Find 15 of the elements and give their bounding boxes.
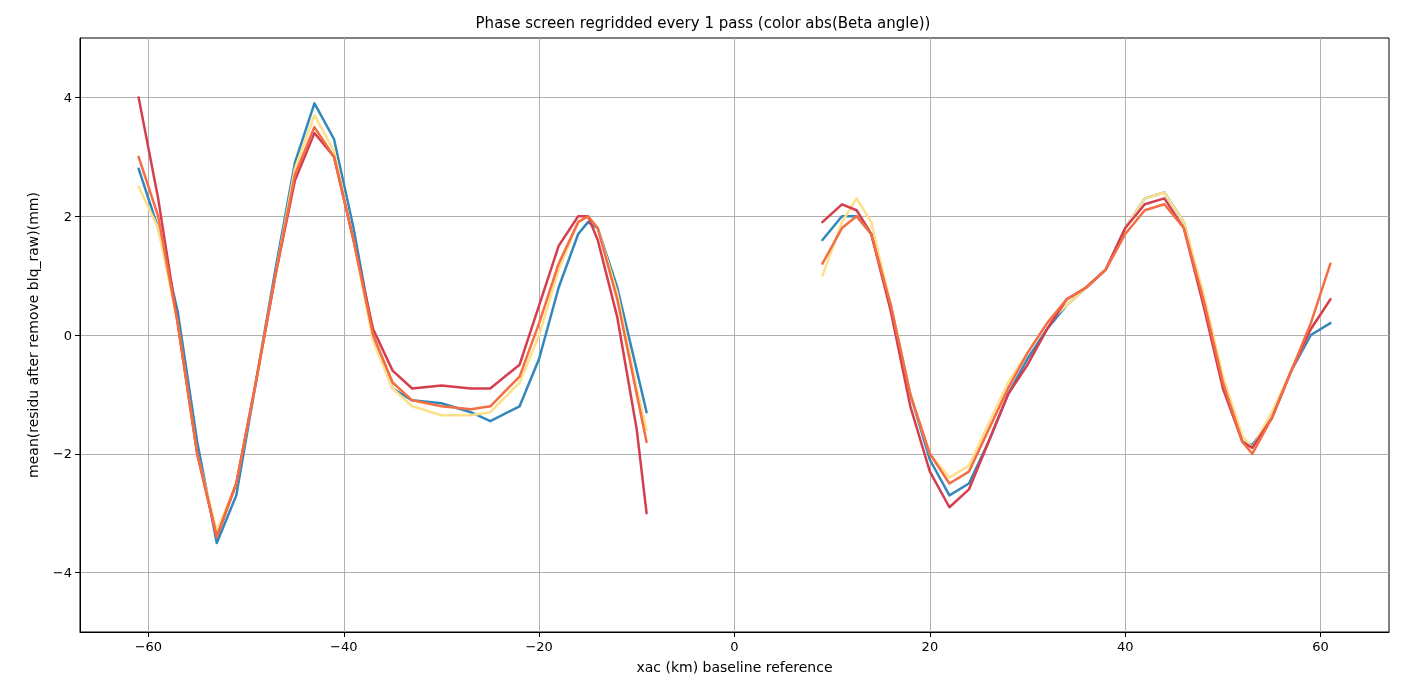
y-axis-title: mean(residu after remove blq_raw)(mm) [25, 192, 41, 478]
x-axis-title: xac (km) baseline reference [636, 659, 833, 675]
x-tick-label: −20 [525, 639, 553, 654]
x-tick-label: −40 [330, 639, 358, 654]
x-tick-label: 40 [1116, 639, 1134, 654]
x-tick-label: 20 [921, 639, 939, 654]
x-tick-label: −60 [134, 639, 163, 654]
y-tick-label: 0 [63, 327, 72, 343]
x-tick-label: 60 [1312, 639, 1329, 654]
x-tick-label: 0 [730, 639, 739, 654]
y-tick-label: 4 [63, 89, 72, 105]
y-tick-label: −2 [52, 446, 72, 462]
y-tick-label: 2 [63, 208, 72, 224]
y-tick-label: −4 [52, 565, 72, 581]
chart-title: Phase screen regridded every 1 pass (color abs(Beta angle)) [475, 13, 931, 32]
